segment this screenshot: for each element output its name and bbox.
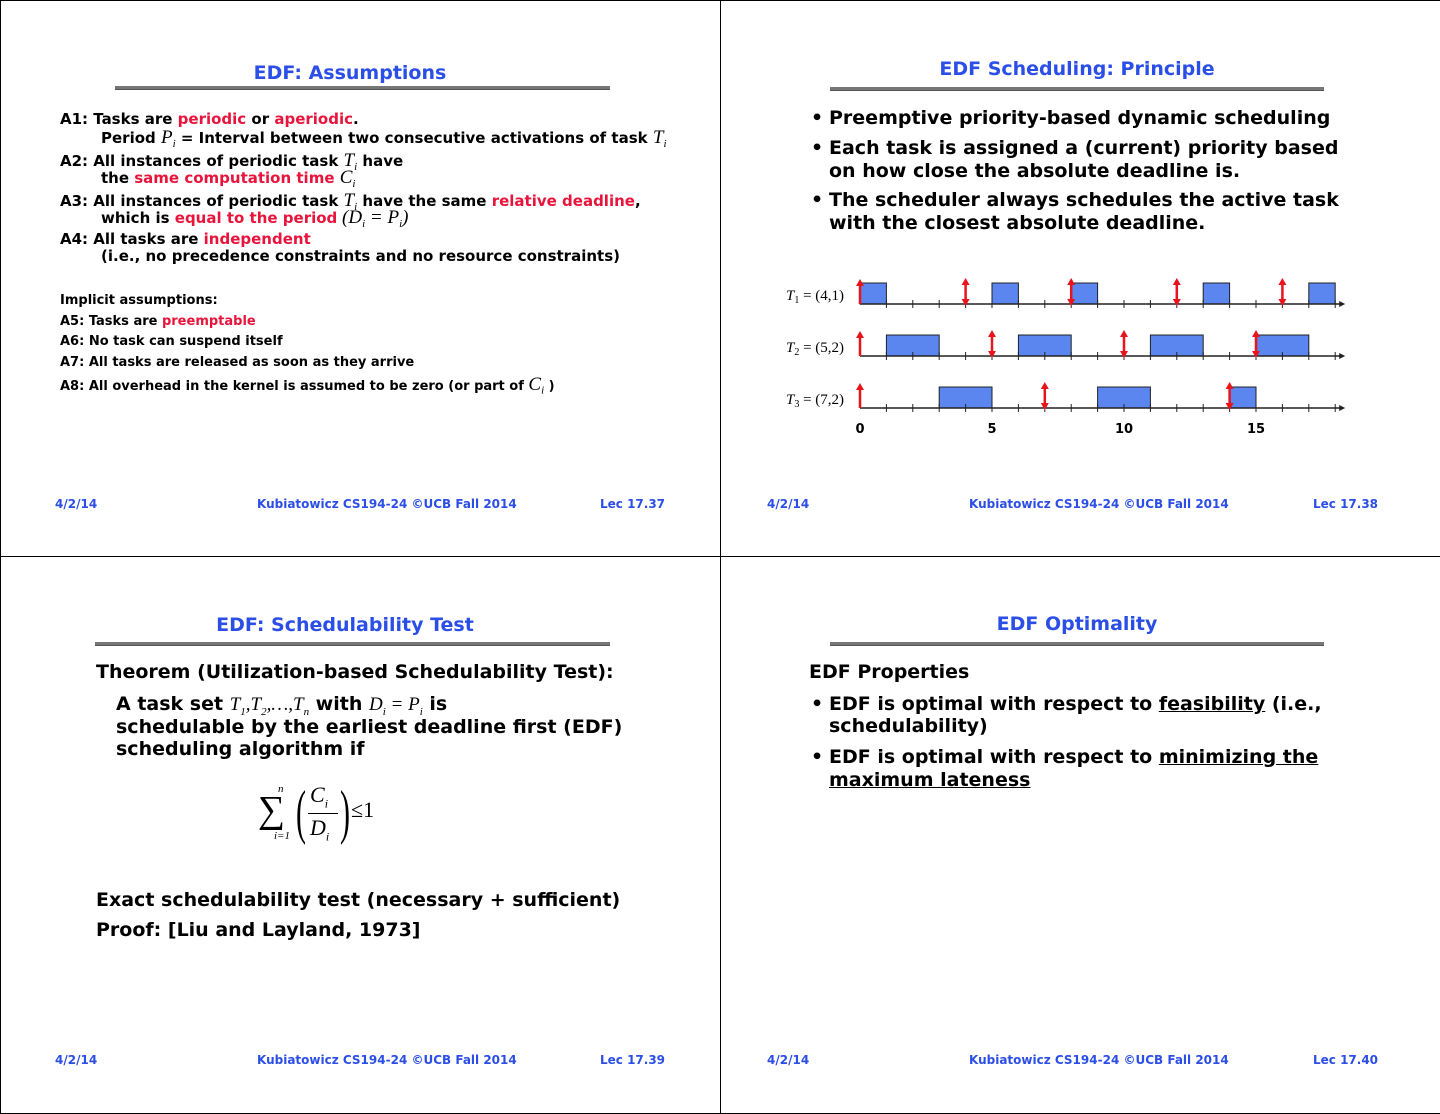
- slide-schedulability-test: EDF: Schedulability Test Theorem (Utiliz…: [0, 556, 720, 1112]
- execution-block: [859, 282, 887, 305]
- deadline-arrowheads: [988, 330, 996, 358]
- bullet-lateness-cont: maximum lateness: [829, 769, 1031, 791]
- edf-schedule-chart: T1 = (4,1) T2 = (5,2) T3 = (7,2) 0 5 10 15: [786, 278, 1346, 437]
- footer-lecture: Lec 17.40: [1313, 1053, 1379, 1067]
- axis-arrowhead: [1339, 353, 1346, 359]
- properties-heading: EDF Properties: [809, 661, 970, 683]
- proof-text: Proof: [Liu and Layland, 1973]: [96, 919, 421, 941]
- footer-lecture: Lec 17.38: [1313, 497, 1379, 511]
- deadline-arrowheads: [1172, 278, 1181, 306]
- bullet-3: The scheduler always schedules the activ…: [811, 189, 1349, 235]
- implicit-heading: Implicit assumptions:: [60, 293, 218, 308]
- release-arrowhead: [856, 383, 864, 390]
- footer-date: 4/2/14: [55, 497, 98, 511]
- x-tick-label: 0: [855, 422, 864, 437]
- deadline-arrowheads: [1040, 382, 1049, 410]
- bullet-2: Each task is assigned a (current) priori…: [811, 137, 1349, 183]
- execution-block: [991, 282, 1019, 305]
- divider-horizontal: [0, 556, 1440, 557]
- theorem-line-1: A task set T1,T2,…,Tn with Di = Pi is: [116, 693, 448, 718]
- execution-block: [1202, 282, 1231, 305]
- slide-title: EDF: Assumptions: [253, 62, 447, 84]
- title-rule: [830, 642, 1324, 646]
- execution-block: [1070, 282, 1099, 305]
- footer-credit: Kubiatowicz CS194-24 ©UCB Fall 2014: [257, 1053, 517, 1067]
- release-arrowhead: [856, 279, 864, 286]
- task-label: T2 = (5,2): [786, 340, 844, 358]
- bullet-lateness: EDF is optimal with respect to minimizin…: [811, 746, 1318, 768]
- bullet-feasibility: EDF is optimal with respect to feasibili…: [811, 693, 1322, 715]
- assumption-a4: A4: All tasks are independent: [60, 230, 311, 248]
- bullet-1: Preemptive priority-based dynamic schedu…: [811, 107, 1349, 129]
- assumption-a2-cont: the same computation time Ci: [101, 167, 356, 190]
- release-arrowhead: [856, 331, 864, 338]
- footer-date: 4/2/14: [767, 497, 810, 511]
- x-tick-label: 15: [1247, 422, 1265, 437]
- assumption-a1-period: Period Pi = Interval between two consecu…: [101, 127, 667, 150]
- footer-lecture: Lec 17.37: [600, 497, 666, 511]
- utilization-formula: n ∑ i=1 ( Ci Di ) ≤1: [258, 779, 375, 845]
- assumption-a7: A7: All tasks are released as soon as th…: [60, 355, 415, 370]
- exact-test-text: Exact schedulability test (necessary + s…: [96, 889, 621, 911]
- deadline-arrowheads: [1252, 330, 1260, 358]
- footer-date: 4/2/14: [55, 1053, 98, 1067]
- deadline-arrowheads: [1067, 278, 1076, 306]
- slide-edf-assumptions: EDF: Assumptions A1: Tasks are periodic …: [0, 0, 720, 556]
- execution-block: [1229, 386, 1257, 409]
- assumption-a2: A2: All instances of periodic task Ti ha…: [60, 150, 404, 173]
- slide-title: EDF Scheduling: Principle: [939, 58, 1215, 80]
- axis-arrowhead: [1339, 405, 1346, 411]
- slide-title: EDF: Schedulability Test: [216, 614, 474, 636]
- footer-credit: Kubiatowicz CS194-24 ©UCB Fall 2014: [969, 1053, 1229, 1067]
- deadline-arrowheads: [1225, 382, 1234, 410]
- task-label: T1 = (4,1): [786, 288, 844, 306]
- bullet-feasibility-cont: schedulability): [829, 715, 988, 737]
- title-rule: [95, 642, 610, 646]
- theorem-line-2: schedulable by the earliest deadline fir…: [116, 716, 623, 738]
- assumption-a8: A8: All overhead in the kernel is assume…: [60, 374, 555, 397]
- assumption-a3-cont: which is equal to the period (Di = Pi): [101, 207, 409, 230]
- title-rule: [830, 87, 1324, 91]
- slide-edf-optimality: EDF Optimality EDF Properties EDF is opt…: [720, 556, 1440, 1112]
- assumption-a5: A5: Tasks are preemptable: [60, 314, 256, 329]
- x-tick-label: 5: [987, 422, 996, 437]
- deadline-arrowheads: [1278, 278, 1287, 306]
- slide-title: EDF Optimality: [996, 613, 1158, 635]
- assumption-a1: A1: Tasks are periodic or aperiodic.: [60, 110, 359, 128]
- assumption-a6: A6: No task can suspend itself: [60, 334, 283, 349]
- footer-date: 4/2/14: [767, 1053, 810, 1067]
- assumption-a3: A3: All instances of periodic task Ti ha…: [60, 190, 641, 213]
- footer-credit: Kubiatowicz CS194-24 ©UCB Fall 2014: [257, 497, 517, 511]
- execution-block: [1308, 282, 1336, 305]
- deadline-arrowheads: [1120, 330, 1128, 358]
- footer-credit: Kubiatowicz CS194-24 ©UCB Fall 2014: [969, 497, 1229, 511]
- slide-edf-principle: EDF Scheduling: Principle Preemptive pri…: [720, 0, 1440, 556]
- title-rule: [115, 86, 610, 90]
- task-label: T3 = (7,2): [786, 392, 844, 410]
- assumption-a4-cont: (i.e., no precedence constraints and no …: [101, 247, 620, 265]
- deadline-arrowheads: [961, 278, 970, 306]
- theorem-line-3: scheduling algorithm if: [116, 738, 365, 760]
- footer-lecture: Lec 17.39: [600, 1053, 666, 1067]
- x-tick-label: 10: [1115, 422, 1133, 437]
- theorem-heading: Theorem (Utilization-based Schedulabilit…: [96, 661, 614, 683]
- axis-arrowhead: [1339, 301, 1346, 307]
